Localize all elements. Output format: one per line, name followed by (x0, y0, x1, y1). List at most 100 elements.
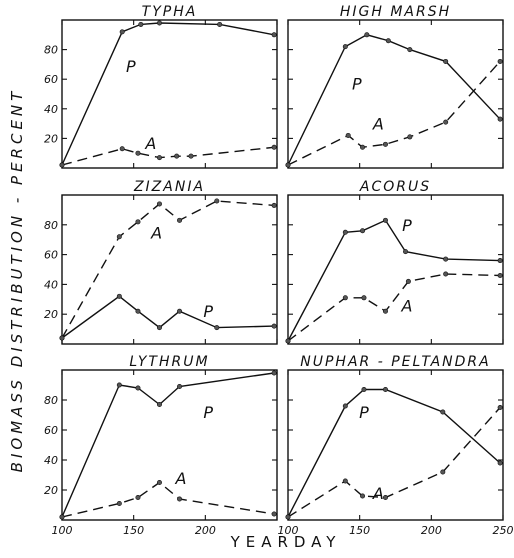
data-point-a (135, 150, 141, 156)
data-point-p (407, 47, 413, 53)
data-point-p (382, 386, 388, 392)
panel-title: ZIZANIA (133, 179, 205, 195)
panel-frame (287, 194, 504, 345)
data-point-p (497, 116, 503, 122)
x-tick-label: 100 (52, 524, 73, 537)
y-tick-label: 60 (44, 249, 58, 262)
data-point-p (135, 308, 141, 314)
y-tick-label: 20 (44, 484, 58, 497)
data-point-p (497, 460, 503, 466)
data-point-a (342, 478, 348, 484)
data-point-p (271, 323, 277, 329)
data-point-a (443, 119, 449, 125)
x-tick-label: 200 (195, 524, 216, 537)
y-tick-label: 60 (44, 73, 58, 86)
data-point-p (138, 21, 144, 27)
data-point-a (135, 219, 141, 225)
data-point-a (116, 234, 122, 240)
series-line-p (287, 219, 501, 342)
data-point-p (443, 58, 449, 64)
data-point-a (382, 308, 388, 314)
data-point-p (364, 32, 370, 38)
data-point-p (271, 32, 277, 38)
panel-title: NUPHAR - PELTANDRA (300, 354, 491, 370)
data-point-a (271, 202, 277, 208)
data-point-p (271, 370, 277, 376)
data-point-a (135, 494, 141, 500)
data-point-p (497, 258, 503, 264)
data-point-p (177, 308, 183, 314)
series-label-p: P (352, 75, 362, 94)
series-label-a: A (400, 296, 412, 315)
data-point-a (405, 278, 411, 284)
y-tick-label: 80 (44, 44, 58, 57)
data-point-a (59, 162, 65, 168)
y-tick-label: 80 (44, 394, 58, 407)
data-point-p (403, 249, 409, 255)
data-point-a (382, 494, 388, 500)
series-line-a (61, 200, 275, 339)
data-point-a (443, 271, 449, 277)
panel-title: ACORUS (359, 179, 431, 195)
data-point-a (177, 496, 183, 502)
y-tick-label: 80 (44, 219, 58, 232)
series-label-p: P (402, 216, 412, 235)
data-point-a (360, 493, 366, 499)
data-point-p (156, 401, 162, 407)
data-point-p (214, 325, 220, 331)
data-point-a (156, 479, 162, 485)
series-line-p (287, 34, 501, 166)
data-point-a (497, 272, 503, 278)
series-line-p (61, 372, 275, 518)
x-tick-label: 150 (123, 524, 144, 537)
data-point-p (361, 386, 367, 392)
data-point-p (116, 293, 122, 299)
series-label-a: A (150, 223, 162, 242)
x-tick-label: 250 (493, 524, 514, 537)
series-label-a: A (372, 115, 384, 134)
series-label-a: A (372, 484, 384, 503)
data-point-p (156, 325, 162, 331)
data-point-p (217, 21, 223, 27)
y-tick-label: 40 (44, 278, 58, 291)
data-point-p (342, 403, 348, 409)
series-label-p: P (203, 302, 213, 321)
data-point-p (440, 409, 446, 415)
data-point-a (361, 295, 367, 301)
data-point-p (119, 29, 125, 35)
x-tick-label: 200 (421, 524, 442, 537)
data-point-p (382, 217, 388, 223)
panel-title: LYTHRUM (129, 354, 209, 370)
x-tick-label: 150 (349, 524, 370, 537)
series-line-a (287, 407, 501, 518)
data-point-a (345, 132, 351, 138)
series-line-p (61, 295, 275, 339)
data-point-a (342, 295, 348, 301)
data-point-a (59, 335, 65, 341)
data-point-a (407, 134, 413, 140)
series-line-a (61, 481, 275, 518)
panel-title: HIGH MARSH (340, 4, 451, 20)
series-line-p (287, 388, 501, 518)
data-point-a (360, 144, 366, 150)
data-point-a (156, 201, 162, 207)
data-point-a (271, 511, 277, 517)
series-line-a (287, 60, 501, 166)
data-point-a (214, 198, 220, 204)
data-point-a (285, 338, 291, 344)
data-point-p (342, 229, 348, 235)
data-point-p (135, 385, 141, 391)
panel-zizania: ZIZANIA 20 40 60 80 P A (44, 179, 278, 345)
data-point-a (116, 500, 122, 506)
panel-lythrum: LYTHRUM 20 40 60 80 100 150 200 P A (44, 354, 278, 537)
data-point-a (119, 146, 125, 152)
panel-high-marsh: HIGH MARSH P A (285, 4, 504, 169)
data-point-a (177, 217, 183, 223)
y-tick-label: 20 (44, 308, 58, 321)
series-line-a (61, 146, 275, 166)
panel-frame (287, 369, 504, 521)
data-point-p (385, 38, 391, 44)
data-point-p (177, 383, 183, 389)
data-point-a (174, 153, 180, 159)
y-tick-label: 20 (44, 132, 58, 145)
